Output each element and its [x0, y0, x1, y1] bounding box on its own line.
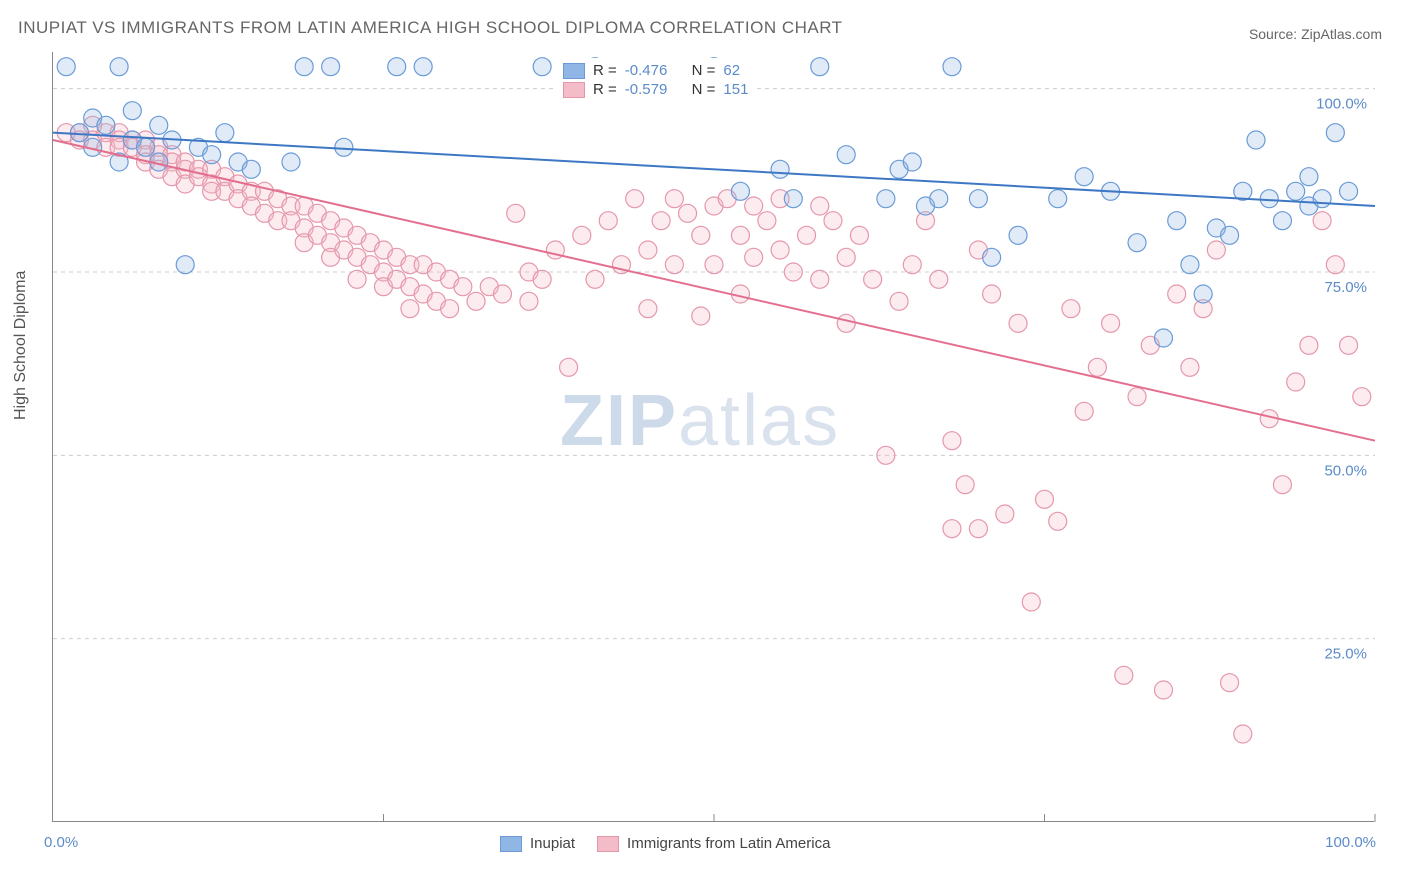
legend-swatch-immigrants	[597, 836, 619, 852]
legend-item-inupiat: Inupiat	[500, 835, 575, 852]
n-value-immigrants: 151	[723, 81, 748, 98]
stats-row-immigrants: R = -0.579 N = 151	[563, 81, 748, 98]
scatter-plot-svg: 25.0% 50.0% 75.0% 100.0%	[53, 52, 1374, 821]
chart-plot-area: 25.0% 50.0% 75.0% 100.0%	[52, 52, 1374, 822]
source-link[interactable]: ZipAtlas.com	[1301, 26, 1382, 42]
legend-label-immigrants: Immigrants from Latin America	[627, 835, 830, 852]
legend-swatch-inupiat	[500, 836, 522, 852]
n-label: N =	[692, 62, 716, 79]
stats-row-inupiat: R = -0.476 N = 62	[563, 62, 748, 79]
r-value-immigrants: -0.579	[625, 81, 668, 98]
svg-text:25.0%: 25.0%	[1324, 646, 1367, 663]
x-tick-0: 0.0%	[44, 834, 78, 851]
svg-text:75.0%: 75.0%	[1324, 279, 1367, 296]
x-tick-100: 100.0%	[1325, 834, 1376, 851]
svg-text:50.0%: 50.0%	[1324, 462, 1367, 479]
source-attribution: Source: ZipAtlas.com	[1249, 26, 1382, 42]
source-label: Source:	[1249, 26, 1297, 42]
r-label-2: R =	[593, 81, 617, 98]
chart-title: INUPIAT VS IMMIGRANTS FROM LATIN AMERICA…	[18, 18, 843, 38]
r-value-inupiat: -0.476	[625, 62, 668, 79]
svg-text:100.0%: 100.0%	[1316, 96, 1367, 113]
stats-legend: R = -0.476 N = 62 R = -0.579 N = 151	[555, 58, 756, 104]
swatch-immigrants	[563, 82, 585, 98]
n-label-2: N =	[692, 81, 716, 98]
legend-label-inupiat: Inupiat	[530, 835, 575, 852]
swatch-inupiat	[563, 63, 585, 79]
y-axis-label: High School Diploma	[12, 271, 30, 420]
r-label: R =	[593, 62, 617, 79]
n-value-inupiat: 62	[723, 62, 740, 79]
legend-item-immigrants: Immigrants from Latin America	[597, 835, 830, 852]
series-legend: Inupiat Immigrants from Latin America	[500, 835, 830, 852]
